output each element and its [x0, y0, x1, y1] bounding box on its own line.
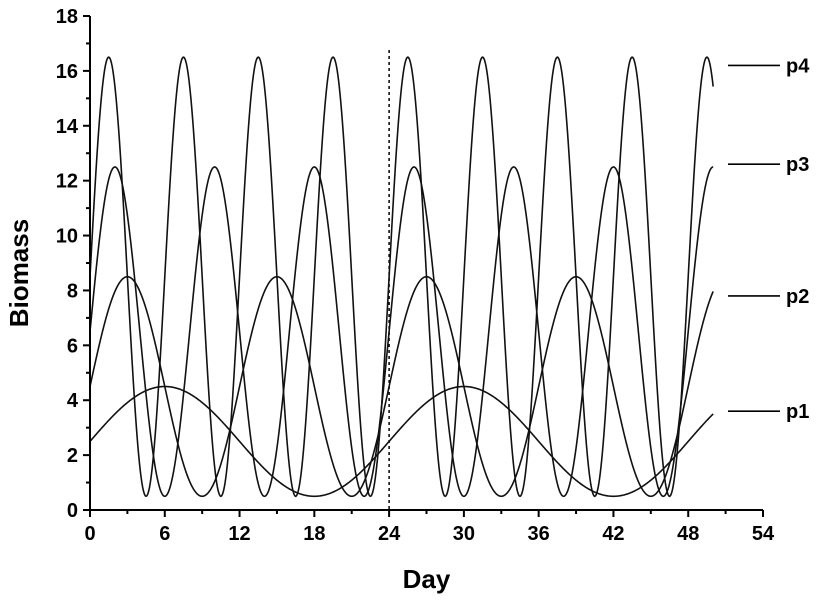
x-tick-label: 0 — [84, 523, 95, 545]
series-line-p1 — [90, 387, 713, 497]
series-label-p4: p4 — [786, 55, 810, 77]
y-tick-label: 10 — [56, 226, 78, 248]
plot-area — [90, 50, 713, 510]
y-axis-title: Biomass — [4, 219, 34, 327]
y-tick-label: 14 — [56, 116, 79, 138]
x-tick-label: 54 — [752, 523, 775, 545]
series-line-p4 — [90, 57, 713, 496]
x-tick-label: 42 — [602, 523, 624, 545]
series-label-p2: p2 — [786, 286, 809, 308]
y-tick-label: 12 — [56, 171, 78, 193]
series-labels: p4 p3 p2 p1 — [728, 55, 810, 423]
y-tick-label: 0 — [67, 500, 78, 522]
y-tick-label: 16 — [56, 61, 78, 83]
x-tick-label: 30 — [453, 523, 475, 545]
x-tick-label: 18 — [303, 523, 325, 545]
x-tick-label: 24 — [378, 523, 401, 545]
x-tick-label: 12 — [228, 523, 250, 545]
y-tick-label: 2 — [67, 445, 78, 467]
x-axis-title: Day — [403, 564, 451, 594]
y-tick-label: 8 — [67, 280, 78, 302]
series-line-p2 — [90, 277, 713, 497]
y-tick-label: 6 — [67, 335, 78, 357]
series-label-p1: p1 — [786, 401, 809, 423]
y-tick-label: 4 — [67, 390, 79, 412]
x-tick-label: 48 — [677, 523, 699, 545]
x-tick-label: 36 — [528, 523, 550, 545]
series-label-p3: p3 — [786, 154, 809, 176]
x-tick-label: 6 — [159, 523, 170, 545]
y-tick-label: 18 — [56, 6, 78, 28]
